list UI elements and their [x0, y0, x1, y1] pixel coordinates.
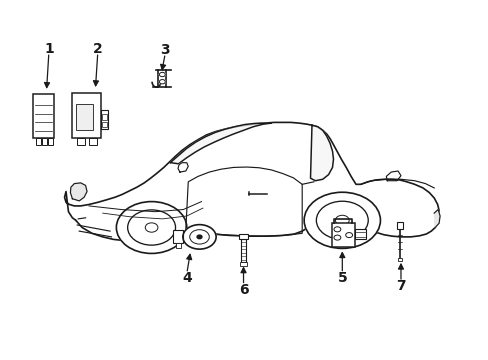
Circle shape: [197, 235, 202, 239]
FancyBboxPatch shape: [102, 122, 106, 127]
Polygon shape: [433, 210, 439, 228]
Circle shape: [304, 192, 380, 248]
FancyBboxPatch shape: [89, 138, 97, 145]
FancyBboxPatch shape: [173, 230, 183, 243]
Text: 3: 3: [160, 43, 170, 57]
FancyBboxPatch shape: [36, 138, 41, 145]
Circle shape: [159, 72, 165, 77]
Circle shape: [316, 201, 367, 239]
Polygon shape: [170, 123, 271, 164]
Polygon shape: [64, 122, 438, 240]
FancyBboxPatch shape: [101, 110, 108, 129]
FancyBboxPatch shape: [331, 223, 354, 247]
FancyBboxPatch shape: [396, 222, 403, 229]
FancyBboxPatch shape: [239, 262, 247, 266]
Text: 1: 1: [44, 42, 54, 55]
Polygon shape: [70, 183, 87, 201]
Text: 2: 2: [93, 42, 102, 55]
FancyBboxPatch shape: [241, 239, 245, 262]
Polygon shape: [310, 125, 333, 181]
FancyBboxPatch shape: [77, 138, 84, 145]
Text: 6: 6: [238, 283, 248, 297]
FancyBboxPatch shape: [397, 258, 401, 261]
FancyBboxPatch shape: [48, 138, 53, 145]
Text: 7: 7: [395, 279, 405, 293]
Text: 5: 5: [337, 271, 346, 285]
Circle shape: [183, 225, 216, 249]
Circle shape: [159, 80, 165, 84]
FancyBboxPatch shape: [354, 229, 365, 239]
Circle shape: [127, 210, 175, 245]
FancyBboxPatch shape: [33, 94, 54, 138]
Circle shape: [116, 202, 186, 253]
FancyBboxPatch shape: [239, 234, 247, 239]
Text: 4: 4: [182, 271, 191, 285]
FancyBboxPatch shape: [72, 93, 101, 138]
Polygon shape: [178, 163, 188, 172]
FancyBboxPatch shape: [102, 114, 106, 120]
FancyBboxPatch shape: [76, 104, 93, 130]
FancyBboxPatch shape: [176, 243, 181, 248]
FancyBboxPatch shape: [42, 138, 47, 145]
